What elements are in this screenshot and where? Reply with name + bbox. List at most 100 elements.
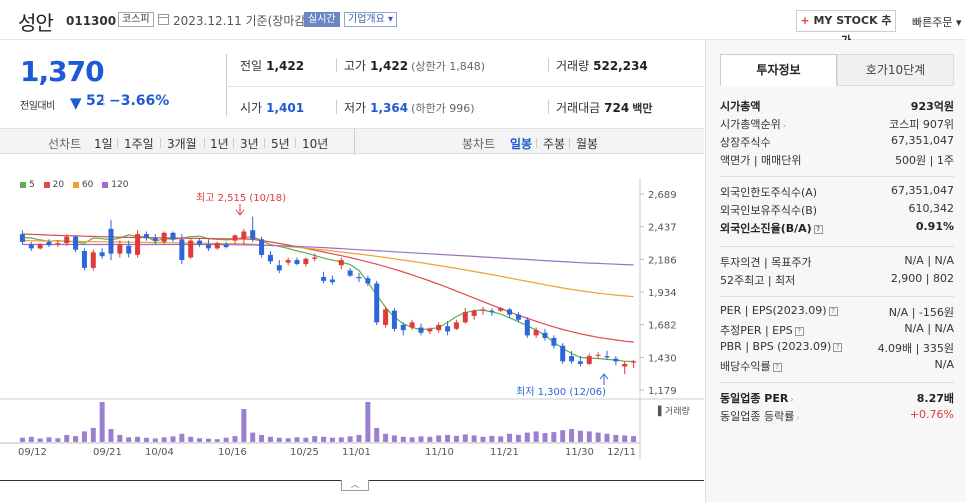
divider [264,138,265,148]
volume-bar [55,438,61,442]
y-tick-label: 1,179 [648,386,677,397]
divider [103,94,104,106]
tab-1day[interactable]: 1일 [94,137,113,151]
info-row: PER | EPS(2023.09)? N/A | -156원 [720,304,954,320]
info-label: 액면가 | 매매단위 [720,154,802,167]
y-tick-label: 2,186 [648,255,677,266]
legend-ma120-swatch [102,181,109,188]
tab-weekly-candle[interactable]: 주봉 [543,137,566,151]
volume-bar [586,431,592,442]
quick-order-dropdown[interactable]: 빠른주문 ▾ [912,16,962,29]
chevron-right-icon[interactable]: › [782,121,786,130]
candle [179,239,185,261]
help-icon[interactable]: ? [833,342,843,352]
info-label: 외국인보유주식수(B) [720,204,818,217]
divider [720,176,954,177]
candle [400,324,406,331]
volume-bar [595,432,601,442]
summary-prev-close: 전일 1,422 [240,59,305,73]
calendar-icon [158,14,169,25]
tab-5year[interactable]: 5년 [271,137,290,151]
info-label: 시가총액 [720,100,761,113]
info-row: 액면가 | 매매단위 500원 | 1주 [720,152,954,168]
candle [391,310,397,329]
tab-3year[interactable]: 3년 [240,137,259,151]
candle [205,244,211,249]
help-icon[interactable]: ? [794,326,804,336]
y-tick-label: 2,689 [648,190,677,201]
volume-bar [81,431,87,442]
candle [453,322,459,329]
candle [551,337,557,346]
volume-bar [294,437,300,442]
tab-monthly-candle[interactable]: 월봉 [576,137,599,151]
volume-bar [241,409,247,442]
tab-10year[interactable]: 10년 [302,137,329,151]
add-mystock-button[interactable]: + MY STOCK 추가 [796,10,896,47]
x-tick-label: 09/12 [18,447,47,458]
volume-bar [533,431,539,442]
divider [204,138,205,148]
volume-bar [489,435,495,442]
candle [232,235,238,241]
tab-orderbook-10[interactable]: 호가10단계 [837,54,954,86]
tab-daily-candle[interactable]: 일봉 [510,137,533,151]
volume-bar [374,427,380,442]
info-panel: 투자정보 호가10단계 시가총액 923억원 시가총액순위 › 코스피 907위 상장주식… [705,40,966,502]
volume-bar [383,433,389,442]
candle [312,257,318,259]
candle [81,250,87,268]
x-tick-label: 12/11 [607,447,636,458]
info-row: 상장주식수 67,351,047 [720,134,954,150]
tab-3month[interactable]: 3개월 [167,137,197,151]
info-row[interactable]: 동일업종 PER › 8.27배 [720,390,954,406]
info-row: 배당수익률? N/A [720,358,954,374]
price-chart[interactable]: 2,689 2,437 2,186 1,934 1,682 1,430 1,179 최고 2,… [0,178,704,480]
candle [374,283,380,323]
change-percent: −3.66% [109,93,170,109]
candle [383,309,389,325]
volume-bar [267,436,273,442]
candle-chart-label: 봉차트 [462,137,496,151]
info-row: PBR | BPS (2023.09)? 4.09배 | 335원 [720,340,954,356]
volume-bar [170,436,176,442]
y-tick-label: 1,430 [648,353,677,364]
info-label: 동일업종 등락률 › [720,410,800,423]
company-overview-dropdown[interactable]: 기업개요 ▾ [344,12,397,27]
candle [90,252,96,268]
divider [569,138,570,148]
help-icon[interactable]: ? [813,224,823,234]
tab-1week[interactable]: 1주일 [124,137,154,151]
tab-investment-info[interactable]: 투자정보 [720,54,837,86]
info-tabs: 투자정보 호가10단계 [720,54,954,86]
volume-bar [143,437,149,442]
info-value: N/A | -156원 [888,306,954,319]
summary-high: 고가 1,422 (상한가 1,848) [344,59,485,73]
info-value: 코스피 907위 [889,118,954,131]
max-annotation: 최고 2,515 (10/18) [196,192,286,204]
realtime-button[interactable]: 실시간 [304,12,340,27]
x-tick-label: 10/25 [290,447,319,458]
info-row: 시가총액 923억원 [720,98,954,114]
collapse-chart-button[interactable]: ︿ [341,480,369,491]
candle [524,319,530,336]
volume-bar [524,432,530,442]
candle [480,309,486,311]
volume-bar [126,437,132,442]
volume-bar [622,435,628,442]
chevron-right-icon[interactable]: › [796,413,800,422]
divider [295,138,296,148]
candle [250,230,256,240]
volume-bar [577,430,583,442]
info-row[interactable]: 시가총액순위 › 코스피 907위 [720,116,954,132]
tab-1year[interactable]: 1년 [210,137,229,151]
chevron-right-icon[interactable]: › [790,395,794,404]
help-icon[interactable]: ? [772,362,782,372]
stock-code: 011300 [66,14,117,28]
candle [418,327,424,333]
help-icon[interactable]: ? [828,306,838,316]
volume-bar [542,433,548,442]
volume-bar [135,436,141,442]
volume-bar [445,434,451,442]
info-row[interactable]: 동일업종 등락률 › +0.76% [720,408,954,424]
